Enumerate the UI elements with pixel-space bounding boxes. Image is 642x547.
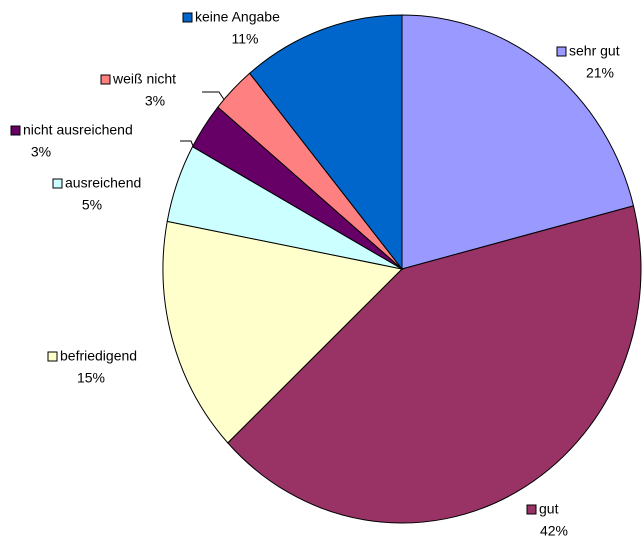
pie-slice [162,220,404,444]
pie-slice [401,14,635,270]
value-label: 42% [540,523,568,539]
slice-label: weiß nicht [112,71,176,87]
slice-label: ausreichend [65,175,141,191]
value-label: 11% [232,31,259,47]
value-label: 15% [77,370,105,386]
legend-swatch [10,125,21,136]
slice-label: nicht ausreichend [23,122,133,138]
value-label: 21% [586,65,614,81]
pie-slice [248,14,403,271]
value-label: 3% [145,93,165,109]
legend-swatch [556,46,567,57]
legend-swatch [52,178,63,189]
legend-swatch [47,351,58,362]
legend-swatch [182,12,193,23]
legend-swatch [100,74,111,85]
slice-label: befriedigend [60,348,137,364]
slice-label: keine Angabe [195,9,280,25]
slice-label: sehr gut [569,43,620,59]
legend-swatch [526,504,537,515]
value-label: 5% [82,197,102,213]
slice-label: gut [539,501,559,517]
pie-slice [227,205,642,524]
value-label: 3% [31,144,51,160]
